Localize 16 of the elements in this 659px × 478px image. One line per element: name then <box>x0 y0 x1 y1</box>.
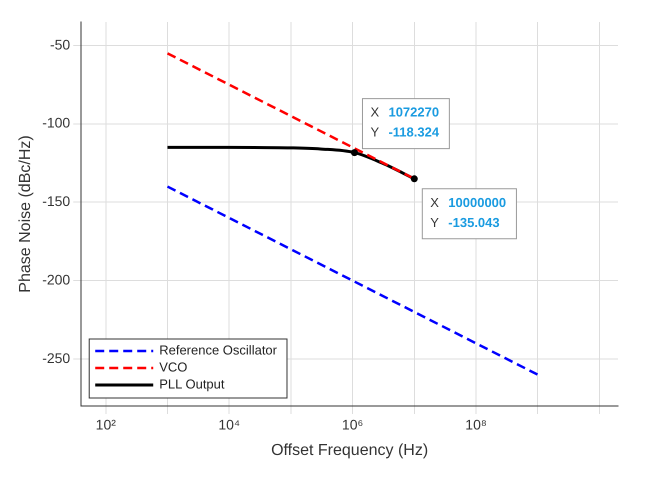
y-tick-label: -200 <box>42 271 70 288</box>
annotation: X 10000000 Y -135.043 <box>430 194 506 230</box>
y-tick-label: -50 <box>50 36 70 52</box>
y-tick-label: -250 <box>42 350 70 366</box>
legend-label: VCO <box>159 360 188 375</box>
x-tick-label: 10⁴ <box>218 416 240 432</box>
y-tick-label: -150 <box>42 193 70 210</box>
y-axis-title: Phase Noise (dBc/Hz) <box>17 135 34 293</box>
x-tick-label: 10⁶ <box>342 416 364 432</box>
x-tick-label: 10² <box>96 416 116 432</box>
legend-label: PLL Output <box>159 376 225 392</box>
y-tick-label: -100 <box>42 114 70 131</box>
annotation: X 1072270 Y -118.324 <box>370 104 440 140</box>
legend-label: Reference Oscillator <box>159 342 278 358</box>
x-axis-title: Offset Frequency (Hz) <box>271 442 428 459</box>
x-tick-label: 10⁸ <box>465 416 487 432</box>
